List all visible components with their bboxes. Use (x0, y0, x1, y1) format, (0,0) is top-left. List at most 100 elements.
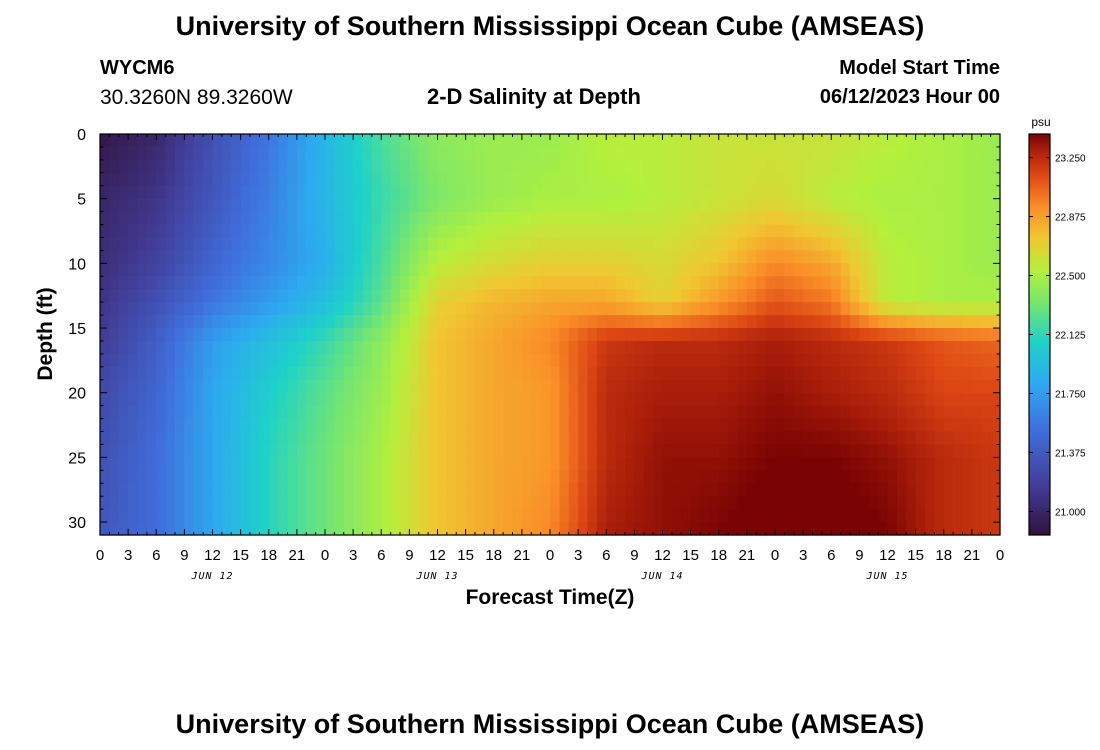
heatmap-cell (278, 418, 289, 433)
heatmap-cell (915, 379, 926, 394)
heatmap-cell (700, 198, 710, 213)
heatmap-cell (193, 302, 204, 316)
heatmap-cell (343, 366, 354, 381)
heatmap-cell (446, 263, 457, 277)
heatmap-cell (934, 250, 945, 264)
heatmap-cell (775, 263, 785, 277)
heatmap-cell (259, 431, 270, 446)
heatmap-cell (475, 405, 485, 420)
heatmap-cell (203, 263, 214, 277)
heatmap-cell (287, 379, 298, 394)
heatmap-cell (231, 522, 242, 536)
heatmap-cell (446, 366, 457, 381)
heatmap-cell (146, 392, 157, 407)
heatmap-cell (278, 392, 289, 407)
heatmap-cell (906, 483, 917, 497)
heatmap-cell (756, 379, 767, 394)
heatmap-cell (418, 198, 429, 213)
heatmap-cell (981, 379, 992, 394)
heatmap-cell (831, 146, 842, 161)
heatmap-cell (568, 431, 579, 446)
heatmap-cell (831, 522, 842, 536)
heatmap-cell (175, 172, 185, 187)
heatmap-cell (484, 224, 495, 239)
heatmap-cell (287, 522, 298, 536)
heatmap-cell (906, 353, 917, 368)
heatmap-cell (821, 470, 832, 484)
y-tick-label: 15 (68, 321, 86, 338)
heatmap-cell (943, 366, 954, 381)
heatmap-cell (625, 353, 635, 368)
heatmap-cell (362, 315, 373, 329)
heatmap-cell (709, 302, 720, 316)
y-tick-label: 30 (68, 515, 86, 532)
heatmap-cell (306, 276, 317, 290)
heatmap-cell (784, 276, 795, 290)
heatmap-cell (146, 159, 157, 174)
heatmap-cell (906, 340, 917, 355)
heatmap-cell (859, 302, 870, 316)
heatmap-cell (850, 185, 860, 200)
heatmap-cell (606, 159, 617, 174)
heatmap-cell (971, 457, 982, 471)
heatmap-cell (934, 302, 945, 316)
heatmap-cell (821, 405, 832, 420)
heatmap-cell (915, 237, 926, 252)
heatmap-cell (371, 522, 382, 536)
heatmap-cell (625, 250, 635, 264)
heatmap-cell (212, 198, 223, 213)
heatmap-cell (493, 405, 504, 420)
heatmap-cell (934, 509, 945, 523)
heatmap-cell (203, 431, 214, 446)
heatmap-cell (971, 496, 982, 510)
heatmap-cell (109, 509, 120, 523)
heatmap-cell (568, 379, 579, 394)
heatmap-cell (887, 366, 898, 381)
heatmap-cell (512, 172, 523, 187)
heatmap-cell (550, 483, 560, 497)
heatmap-cell (250, 509, 260, 523)
heatmap-cell (306, 224, 317, 239)
heatmap-cell (915, 328, 926, 342)
heatmap-cell (268, 289, 279, 303)
heatmap-cell (821, 457, 832, 471)
heatmap-cell (278, 237, 289, 252)
heatmap-cell (821, 483, 832, 497)
heatmap-cell (653, 289, 664, 303)
x-tick-label: 18 (485, 547, 502, 564)
heatmap-cell (465, 418, 476, 433)
heatmap-cell (634, 444, 645, 458)
heatmap-cell (409, 353, 420, 368)
heatmap-cell (737, 211, 748, 226)
heatmap-cell (193, 431, 204, 446)
heatmap-cell (971, 418, 982, 433)
heatmap-cell (409, 328, 420, 342)
heatmap-cell (756, 431, 767, 446)
heatmap-cell (925, 302, 935, 316)
heatmap-cell (709, 146, 720, 161)
heatmap-cell (428, 405, 439, 420)
heatmap-cell (193, 353, 204, 368)
heatmap-cell (840, 483, 851, 497)
heatmap-cell (578, 172, 589, 187)
heatmap-cell (334, 211, 345, 226)
heatmap-cell (503, 405, 514, 420)
heatmap-cell (109, 405, 120, 420)
heatmap-cell (887, 522, 898, 536)
heatmap-cell (606, 185, 617, 200)
heatmap-cell (765, 302, 776, 316)
heatmap-cell (971, 405, 982, 420)
heatmap-cell (662, 250, 673, 264)
heatmap-cell (278, 250, 289, 264)
heatmap-cell (662, 457, 673, 471)
heatmap-cell (465, 172, 476, 187)
heatmap-cells (100, 134, 1001, 536)
heatmap-cell (775, 250, 785, 264)
heatmap-cell (231, 418, 242, 433)
heatmap-cell (353, 418, 364, 433)
heatmap-cell (353, 483, 364, 497)
heatmap-cell (306, 431, 317, 446)
heatmap-cell (671, 237, 682, 252)
heatmap-cell (475, 444, 485, 458)
heatmap-cell (428, 237, 439, 252)
